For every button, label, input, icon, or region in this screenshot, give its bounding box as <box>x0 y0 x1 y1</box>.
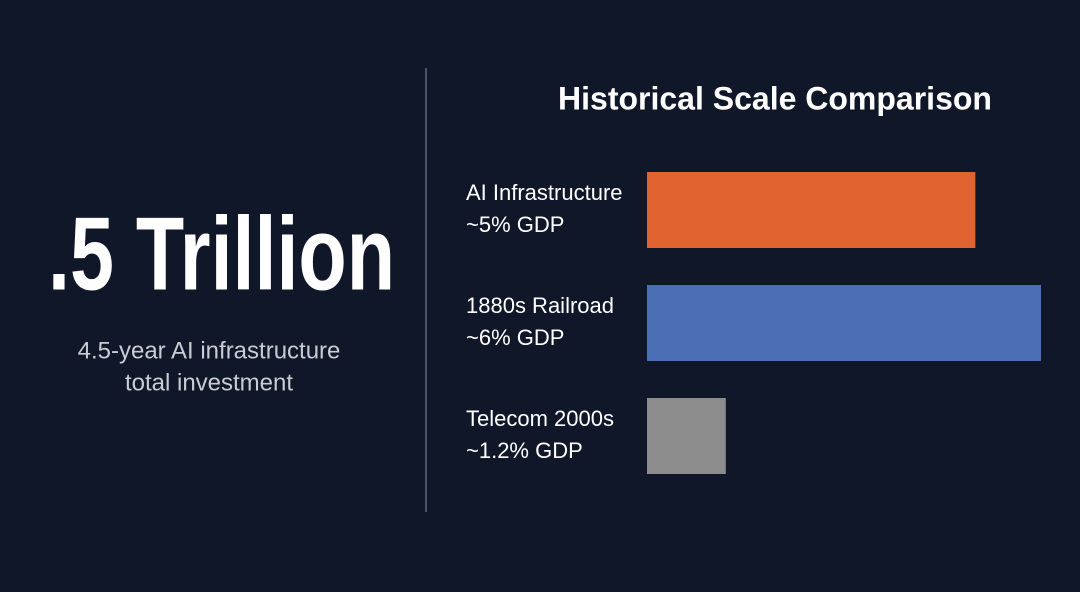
chart-title: Historical Scale Comparison <box>558 80 992 116</box>
value-label: ~6% GDP <box>466 325 564 350</box>
category-label: Telecom 2000s <box>466 406 614 431</box>
headline-caption: total investment <box>125 369 293 396</box>
headline-caption: 4.5-year AI infrastructure <box>78 337 341 364</box>
value-label: ~5% GDP <box>466 212 564 237</box>
headline-figure: .5 Trillion <box>48 196 395 312</box>
category-label: 1880s Railroad <box>466 293 614 318</box>
bar <box>647 285 1041 361</box>
value-label: ~1.2% GDP <box>466 438 583 463</box>
category-label: AI Infrastructure <box>466 180 623 205</box>
bar <box>647 398 726 474</box>
bar <box>647 172 976 248</box>
